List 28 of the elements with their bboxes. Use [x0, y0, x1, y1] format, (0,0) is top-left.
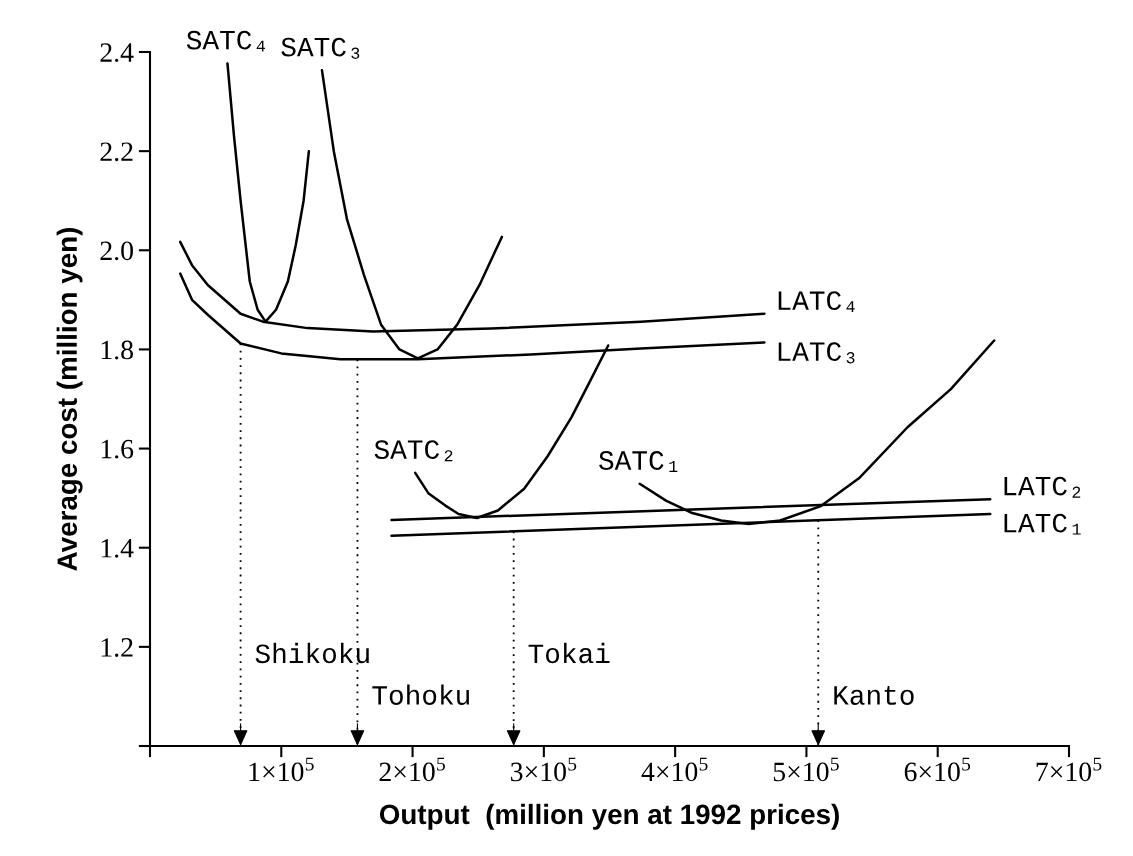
ref-line-label: Tokai	[528, 642, 610, 664]
y-axis-title: Average cost (million yen)	[56, 228, 83, 571]
ref-line-label: Kanto	[834, 686, 914, 705]
y-tick-label: 2.0	[100, 241, 133, 261]
x-tick-label: 5×10$^{5}$	[773, 757, 839, 782]
x-tick-label: 3×10$^{5}$	[511, 757, 577, 782]
y-tick-label: 1.6	[101, 439, 134, 459]
x-tick-label: 7×10$^{5}$	[1036, 757, 1102, 782]
y-tick-label: 2.2	[100, 142, 133, 162]
y-tick-label: 1.2	[101, 638, 133, 657]
series-label: LATC₁	[1004, 513, 1081, 535]
x-tick-label: 6×10$^{5}$	[904, 757, 971, 782]
x-axis-title: Output (million yen at 1992 prices)	[379, 803, 839, 830]
series-label: SATC₂	[374, 440, 453, 462]
series-label: SATC₃	[281, 37, 360, 59]
x-tick-label: 4×10$^{5}$	[641, 757, 708, 782]
y-tick-label: 1.8	[101, 340, 133, 360]
y-tick-label: 1.4	[101, 539, 134, 558]
series-label: LATC₂	[1004, 476, 1081, 498]
ref-line-label: Tohoku	[372, 684, 469, 705]
series-label: LATC₃	[778, 342, 855, 364]
series-label: SATC₄	[186, 30, 265, 52]
series-label: LATC₄	[778, 291, 855, 313]
series-label: SATC₁	[599, 451, 678, 472]
ref-line-label: Shikoku	[255, 642, 369, 664]
y-tick-label: 2.4	[100, 43, 134, 63]
x-tick-label: 1×10$^{5}$	[249, 757, 314, 782]
x-tick-label: 2×10$^{5}$	[379, 757, 445, 782]
